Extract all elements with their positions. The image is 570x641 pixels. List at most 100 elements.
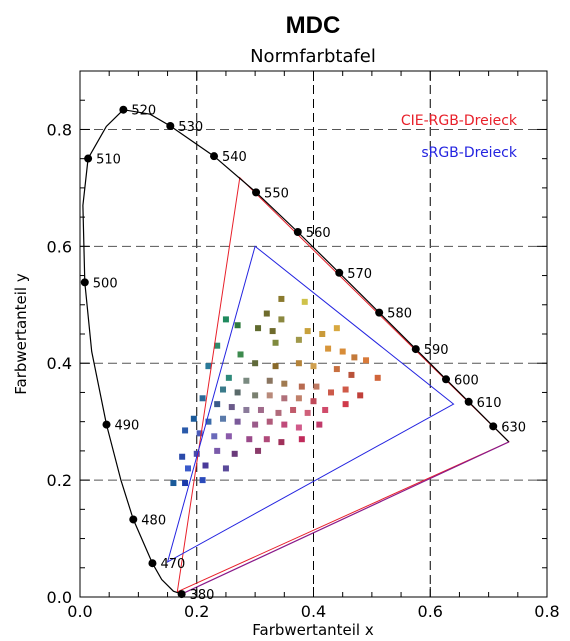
color-sample	[272, 363, 279, 370]
y-tick-label: 0.6	[47, 237, 72, 256]
y-tick-label: 0.4	[47, 354, 72, 373]
color-sample	[243, 406, 250, 413]
color-sample	[182, 427, 189, 434]
color-sample	[342, 401, 349, 408]
color-sample	[234, 322, 241, 329]
chart-title: MDC	[286, 12, 341, 39]
color-sample	[281, 421, 288, 428]
color-sample	[243, 377, 250, 384]
wavelength-marker	[177, 590, 186, 599]
wavelength-label: 540	[222, 150, 247, 165]
wavelength-label: 590	[424, 343, 449, 358]
color-sample	[301, 298, 308, 305]
color-sample	[333, 325, 340, 332]
wavelength-marker	[166, 121, 175, 130]
color-sample	[278, 316, 285, 323]
legend-srgb: sRGB-Dreieck	[421, 145, 518, 161]
color-sample	[205, 363, 212, 370]
color-sample	[348, 371, 355, 378]
color-sample	[214, 342, 221, 349]
color-sample	[339, 348, 346, 355]
wavelength-marker	[129, 515, 138, 524]
x-tick-label: 0.2	[184, 602, 209, 621]
legend-cie-rgb: CIE-RGB-Dreieck	[401, 113, 518, 129]
color-sample	[225, 433, 232, 440]
color-sample	[237, 351, 244, 358]
color-sample	[199, 395, 206, 402]
color-sample	[222, 465, 229, 472]
color-sample	[333, 366, 340, 373]
color-sample	[269, 328, 276, 335]
wavelength-label: 510	[96, 153, 121, 168]
color-sample	[322, 406, 329, 413]
wavelength-marker	[464, 397, 473, 406]
color-sample	[374, 374, 381, 381]
wavelength-marker	[375, 308, 384, 317]
wavelength-marker	[102, 420, 111, 429]
color-sample	[275, 409, 282, 416]
cie-rgb-triangle	[176, 176, 510, 593]
purple-line	[181, 441, 510, 595]
color-sample	[190, 415, 197, 422]
color-sample	[266, 418, 273, 425]
color-sample	[193, 450, 200, 457]
srgb-triangle	[166, 245, 455, 563]
x-tick-label: 0.4	[301, 602, 326, 621]
x-tick-label: 0.0	[67, 602, 92, 621]
wavelength-marker	[442, 375, 451, 384]
wavelength-label: 600	[454, 373, 479, 388]
color-sample	[252, 360, 259, 367]
color-sample	[357, 392, 364, 399]
color-sample	[310, 398, 317, 405]
x-tick-label: 0.8	[534, 602, 559, 621]
color-sample	[202, 462, 209, 469]
chart-subtitle: Normfarbtafel	[250, 46, 376, 67]
color-sample	[252, 421, 259, 428]
color-sample	[220, 386, 227, 393]
wavelength-marker	[210, 152, 219, 161]
wavelength-labels: 630 610 600 590 580 570 560 550 540 530 520 510 500 4…	[80, 104, 526, 603]
color-sample	[281, 380, 288, 387]
color-sample	[298, 383, 305, 390]
color-sample	[205, 418, 212, 425]
color-sample	[199, 477, 206, 484]
color-sample	[319, 331, 326, 337]
color-sample	[196, 430, 203, 437]
color-sample	[295, 395, 302, 402]
wavelength-label: 630	[501, 420, 526, 435]
color-sample	[220, 415, 227, 422]
x-axis-label: Farbwertanteil x	[252, 621, 374, 639]
color-sample	[351, 354, 358, 361]
color-sample	[225, 374, 232, 381]
wavelength-label: 520	[131, 104, 156, 119]
color-sample	[234, 389, 241, 396]
color-sample	[325, 345, 332, 352]
wavelength-marker	[119, 105, 128, 114]
wavelength-label: 580	[387, 307, 412, 322]
color-sample	[342, 386, 349, 393]
color-sample	[266, 392, 273, 399]
color-sample	[278, 439, 285, 446]
spectral-locus	[82, 109, 510, 595]
wavelength-marker	[84, 154, 93, 163]
color-sample	[231, 450, 238, 457]
wavelength-label: 610	[477, 396, 502, 411]
color-sample	[298, 436, 305, 443]
color-sample	[310, 363, 317, 370]
y-tick-label: 0.0	[47, 588, 72, 607]
wavelength-label: 570	[347, 267, 372, 282]
color-sample	[328, 389, 335, 396]
color-sample	[228, 404, 235, 411]
color-sample	[211, 433, 218, 440]
color-sample	[304, 328, 311, 335]
color-sample	[214, 447, 221, 454]
color-sample	[182, 480, 189, 487]
wavelength-label: 500	[93, 276, 118, 291]
color-sample	[255, 325, 262, 332]
color-sample	[263, 310, 270, 317]
color-sample	[214, 401, 221, 408]
y-tick-label: 0.2	[47, 471, 72, 490]
wavelength-marker	[489, 422, 498, 431]
color-sample	[266, 377, 273, 384]
